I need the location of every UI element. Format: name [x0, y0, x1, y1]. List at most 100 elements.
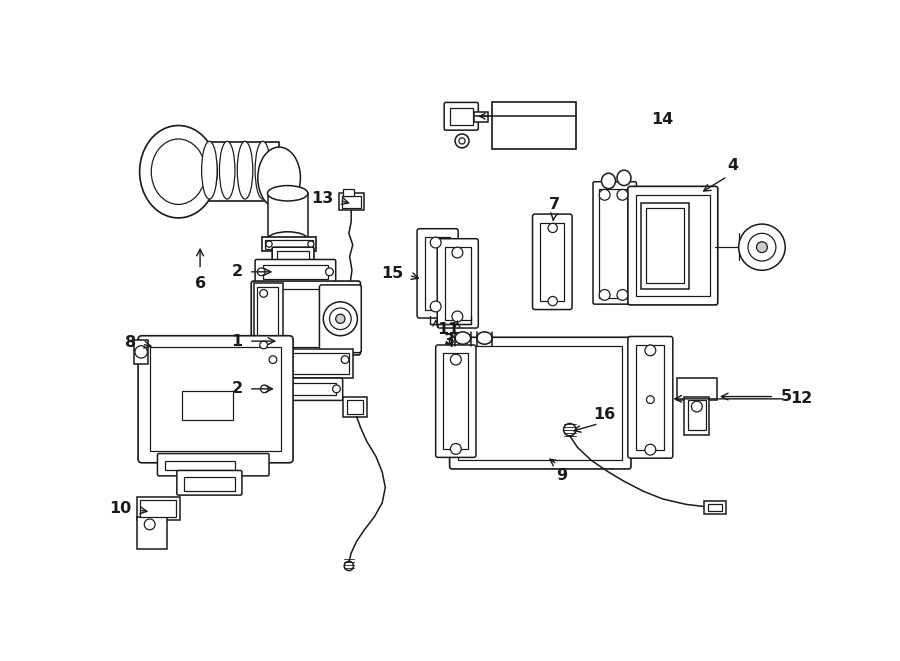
Bar [254, 284, 283, 353]
Bar [338, 193, 364, 210]
Circle shape [617, 290, 628, 300]
Bar [138, 517, 166, 549]
Bar [342, 196, 361, 208]
Circle shape [336, 314, 345, 323]
FancyBboxPatch shape [258, 378, 343, 401]
Ellipse shape [220, 141, 235, 199]
Circle shape [646, 396, 654, 403]
Bar [347, 401, 363, 414]
Bar [266, 240, 313, 249]
Text: 8: 8 [124, 335, 136, 350]
Circle shape [455, 134, 469, 148]
FancyBboxPatch shape [251, 281, 361, 355]
Circle shape [691, 401, 702, 412]
Text: 15: 15 [381, 266, 403, 281]
FancyBboxPatch shape [417, 229, 458, 318]
Text: 11: 11 [437, 323, 459, 337]
Ellipse shape [601, 173, 616, 188]
Bar [635, 195, 710, 297]
Circle shape [452, 311, 463, 322]
Ellipse shape [238, 141, 253, 199]
Circle shape [135, 346, 148, 358]
Bar [262, 237, 316, 251]
FancyBboxPatch shape [176, 471, 242, 495]
Bar [267, 193, 308, 239]
Circle shape [257, 268, 266, 276]
Bar [149, 347, 282, 451]
Circle shape [739, 224, 785, 270]
Bar [263, 265, 328, 279]
Text: 3: 3 [444, 333, 455, 348]
Bar [344, 397, 366, 416]
Circle shape [266, 241, 272, 247]
Bar [277, 251, 310, 263]
Circle shape [599, 190, 610, 200]
Circle shape [144, 519, 155, 529]
Circle shape [450, 444, 461, 454]
Bar [344, 190, 355, 196]
Ellipse shape [477, 332, 492, 344]
Bar [540, 223, 564, 301]
Ellipse shape [267, 186, 308, 201]
Ellipse shape [617, 170, 631, 186]
FancyBboxPatch shape [593, 182, 636, 304]
Circle shape [323, 302, 357, 336]
Bar [260, 289, 351, 347]
Text: 2: 2 [231, 381, 243, 397]
Circle shape [333, 385, 340, 393]
FancyBboxPatch shape [436, 345, 476, 457]
Bar [444, 354, 468, 449]
Bar [685, 397, 709, 435]
Bar [184, 477, 235, 490]
Text: 2: 2 [231, 264, 243, 280]
FancyBboxPatch shape [255, 260, 336, 284]
Circle shape [308, 241, 314, 247]
Text: 7: 7 [549, 197, 560, 212]
Bar [266, 383, 336, 395]
Text: 10: 10 [110, 502, 132, 516]
FancyBboxPatch shape [445, 102, 478, 130]
Bar [707, 504, 722, 512]
Circle shape [548, 297, 557, 305]
Circle shape [748, 233, 776, 261]
FancyBboxPatch shape [437, 239, 478, 328]
Ellipse shape [140, 126, 217, 218]
Bar [458, 346, 623, 461]
FancyBboxPatch shape [450, 337, 631, 469]
Text: 16: 16 [593, 407, 616, 422]
Circle shape [645, 345, 656, 356]
Circle shape [269, 356, 277, 364]
Bar [473, 112, 488, 122]
FancyBboxPatch shape [628, 336, 673, 458]
Circle shape [260, 341, 267, 349]
Circle shape [599, 290, 610, 300]
Bar [645, 208, 685, 284]
Bar [641, 202, 689, 289]
Circle shape [346, 292, 359, 304]
Circle shape [563, 424, 576, 436]
Bar [140, 500, 176, 517]
Ellipse shape [255, 141, 271, 199]
Circle shape [430, 301, 441, 312]
Bar [445, 247, 471, 321]
Bar [256, 288, 278, 349]
Ellipse shape [151, 139, 205, 204]
FancyBboxPatch shape [320, 285, 361, 353]
Circle shape [430, 237, 441, 248]
Bar [267, 353, 349, 374]
Bar [599, 188, 630, 298]
Text: 1: 1 [231, 334, 243, 348]
FancyBboxPatch shape [533, 214, 572, 309]
Circle shape [617, 190, 628, 200]
Text: 9: 9 [556, 468, 568, 483]
FancyBboxPatch shape [158, 453, 269, 476]
Text: 5: 5 [780, 389, 792, 404]
Text: 14: 14 [651, 112, 673, 127]
Bar [134, 340, 148, 364]
Bar [450, 108, 472, 125]
FancyBboxPatch shape [138, 336, 293, 463]
Circle shape [548, 223, 557, 233]
Ellipse shape [257, 147, 301, 209]
FancyBboxPatch shape [628, 186, 718, 305]
Bar [166, 461, 235, 471]
